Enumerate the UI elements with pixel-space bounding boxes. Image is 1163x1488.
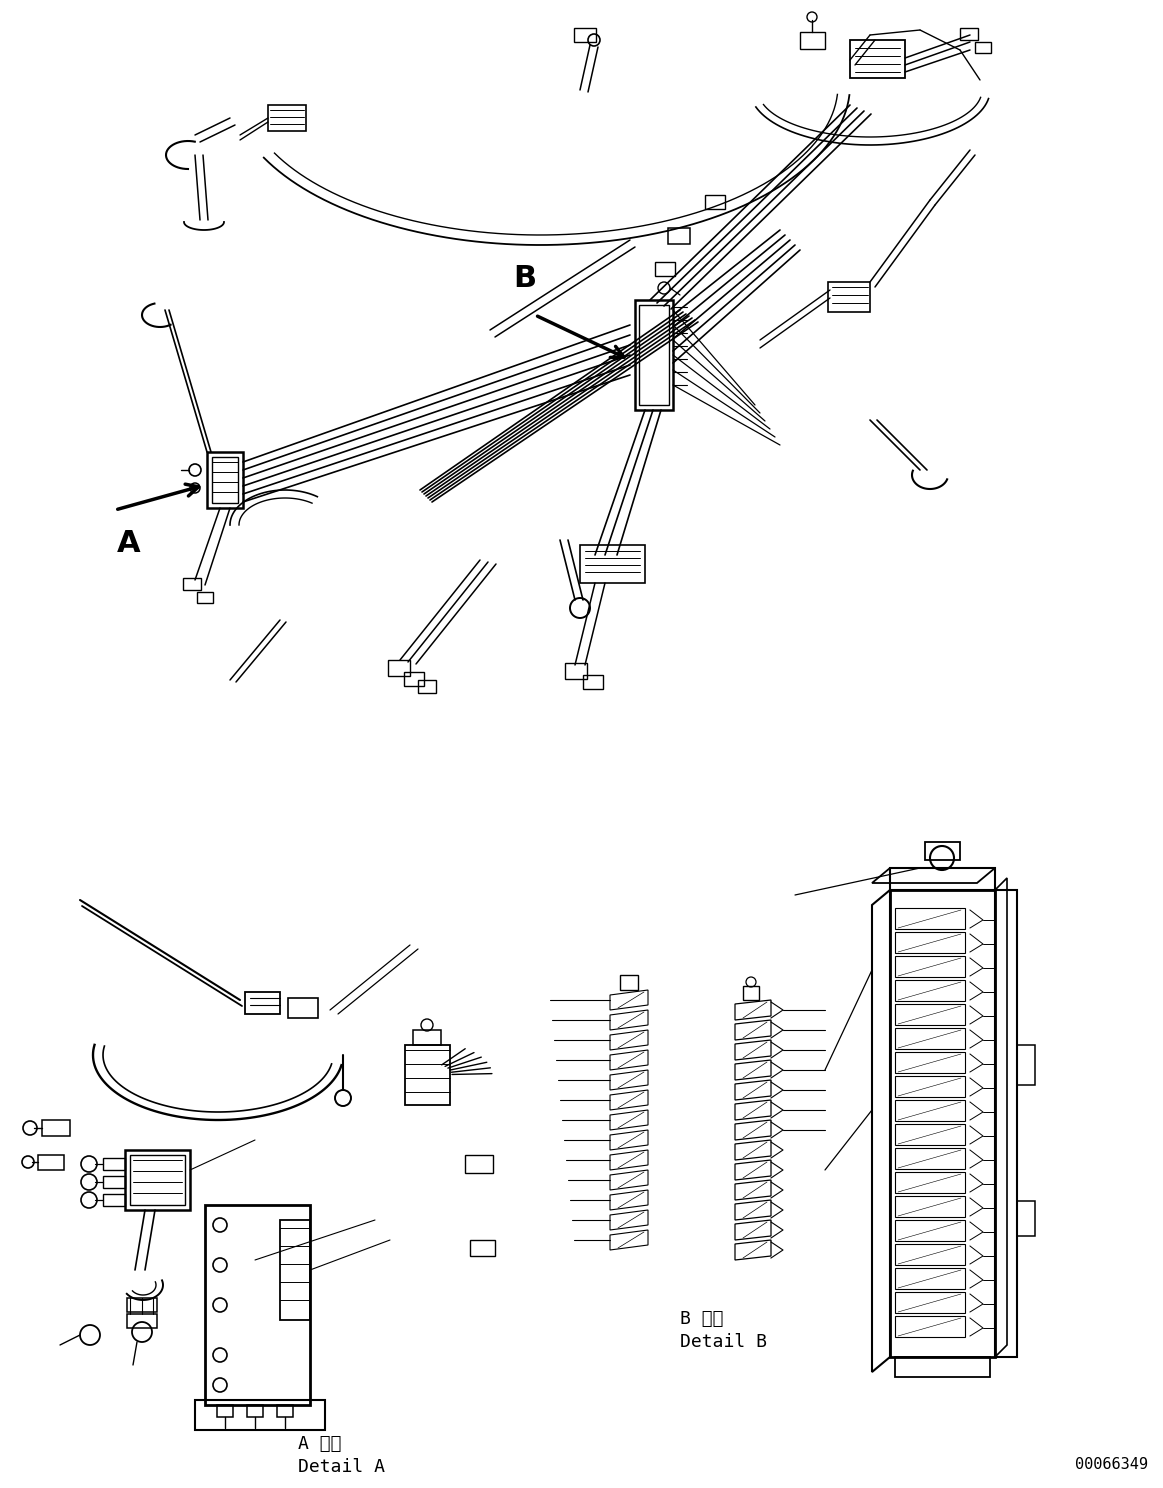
Bar — [104, 1176, 124, 1187]
Bar — [638, 305, 669, 405]
Text: Detail B: Detail B — [680, 1333, 768, 1351]
Bar — [104, 1193, 124, 1205]
Bar — [896, 1196, 965, 1217]
Bar — [127, 1314, 157, 1327]
Bar — [388, 661, 411, 676]
Bar — [1016, 1201, 1035, 1237]
Bar — [896, 1173, 965, 1193]
Bar — [896, 1315, 965, 1338]
Bar — [925, 842, 959, 860]
Bar — [896, 1052, 965, 1073]
Bar — [277, 1405, 293, 1417]
Bar — [890, 868, 996, 890]
Bar — [896, 908, 965, 929]
Bar — [896, 1357, 990, 1376]
Bar — [575, 28, 595, 42]
Bar — [404, 673, 424, 686]
Bar — [896, 981, 965, 1001]
Bar — [828, 283, 870, 312]
Bar — [996, 890, 1016, 1357]
Bar — [280, 1220, 311, 1320]
Text: B 詳細: B 詳細 — [680, 1309, 723, 1327]
Bar — [247, 1405, 263, 1417]
Text: Detail A: Detail A — [298, 1458, 385, 1476]
Bar — [896, 1100, 965, 1120]
Bar — [896, 1292, 965, 1312]
Bar — [896, 931, 965, 952]
Text: A: A — [117, 530, 141, 558]
Bar — [580, 545, 645, 583]
Bar — [959, 28, 978, 40]
Bar — [1016, 1045, 1035, 1085]
Bar — [104, 1158, 124, 1170]
Bar — [896, 1149, 965, 1170]
Bar — [183, 577, 201, 591]
Bar — [207, 452, 243, 507]
Text: A 詳細: A 詳細 — [298, 1434, 342, 1452]
Bar — [896, 1268, 965, 1289]
Bar — [975, 42, 991, 54]
Bar — [470, 1240, 495, 1256]
Bar — [890, 890, 996, 1357]
Bar — [896, 1004, 965, 1025]
Bar — [42, 1120, 70, 1135]
Bar — [405, 1045, 450, 1106]
Bar — [205, 1205, 311, 1405]
Bar — [130, 1155, 185, 1205]
Bar — [565, 664, 587, 679]
Bar — [800, 33, 825, 49]
Bar — [896, 1028, 965, 1049]
Bar — [217, 1405, 233, 1417]
Bar — [620, 975, 638, 990]
Bar — [668, 228, 690, 244]
Bar — [465, 1155, 493, 1173]
Bar — [743, 987, 759, 1000]
Text: B: B — [513, 263, 536, 293]
Bar — [288, 998, 317, 1018]
Bar — [212, 457, 238, 503]
Bar — [197, 592, 213, 603]
Bar — [635, 301, 673, 411]
Bar — [583, 676, 602, 689]
Bar — [896, 955, 965, 978]
Bar — [124, 1150, 190, 1210]
Bar — [850, 40, 905, 77]
Bar — [896, 1244, 965, 1265]
Bar — [705, 195, 725, 208]
Bar — [413, 1030, 441, 1045]
Bar — [896, 1076, 965, 1097]
Bar — [896, 1220, 965, 1241]
Bar — [267, 106, 306, 131]
Bar — [896, 1123, 965, 1144]
Bar — [195, 1400, 324, 1430]
Bar — [418, 680, 436, 693]
Text: 00066349: 00066349 — [1075, 1457, 1148, 1472]
Bar — [127, 1298, 157, 1312]
Bar — [245, 992, 280, 1013]
Bar — [655, 262, 675, 275]
Bar — [38, 1155, 64, 1170]
